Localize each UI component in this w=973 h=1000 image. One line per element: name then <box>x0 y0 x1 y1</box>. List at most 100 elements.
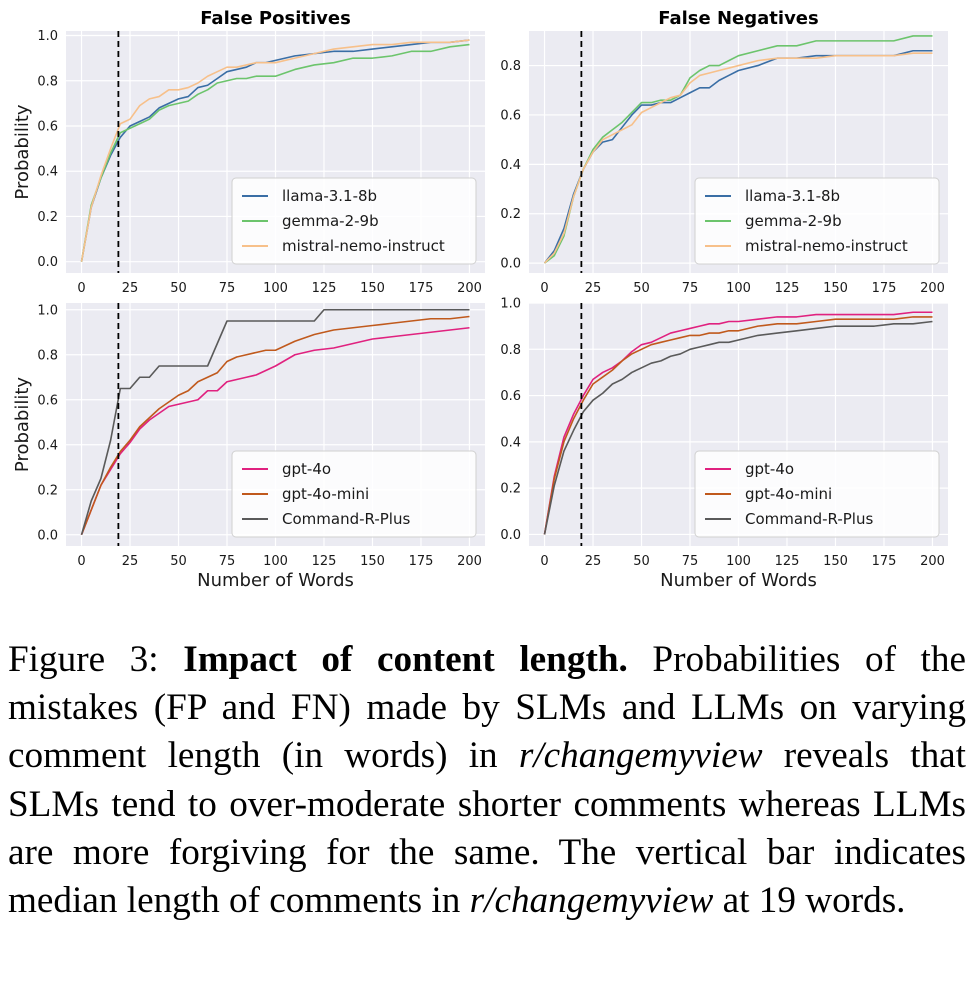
y-tick-label: 0.8 <box>500 343 521 358</box>
x-tick-label: 0 <box>77 554 85 569</box>
y-tick-label: 0.4 <box>500 158 521 173</box>
legend-entry: gemma-2-9b <box>282 212 379 230</box>
x-tick-label: 50 <box>633 281 650 296</box>
legend-entry: gpt-4o <box>282 460 331 478</box>
x-tick-label: 100 <box>726 554 751 569</box>
legend-entry: mistral-nemo-instruct <box>282 237 445 255</box>
series-line-2 <box>80 315 470 536</box>
x-tick-label: 200 <box>457 554 482 569</box>
x-tick-label: 200 <box>920 554 945 569</box>
series-line-3 <box>543 52 933 264</box>
x-tick-label: 50 <box>170 281 187 296</box>
series-line-3 <box>543 320 933 535</box>
legend-box <box>231 450 477 538</box>
x-tick-label: 125 <box>775 554 800 569</box>
series-line-1 <box>80 39 470 262</box>
x-tick-label: 0 <box>540 554 548 569</box>
caption-italic-1: r/changemyview <box>518 735 763 777</box>
x-tick-label: 100 <box>263 281 288 296</box>
y-tick-label: 0.2 <box>37 483 58 498</box>
y-tick-label: 0.6 <box>500 108 521 123</box>
y-tick-label: 0.6 <box>500 389 521 404</box>
y-tick-label: 0.0 <box>37 255 58 270</box>
x-tick-label: 175 <box>872 554 897 569</box>
legend-box <box>231 177 477 265</box>
y-tick-label: 1.0 <box>37 29 58 44</box>
x-tick-label: 150 <box>823 554 848 569</box>
series-line-3 <box>80 39 470 262</box>
x-tick-label: 150 <box>360 554 385 569</box>
x-tick-label: 175 <box>872 281 897 296</box>
legend: llama-3.1-8b gemma-2-9b mistral-nemo-instr… <box>694 177 940 265</box>
x-tick-label: 100 <box>263 554 288 569</box>
chart-grid: 0 25 50 75 100 125 150 175 200 0.0 0.2 0.4 0.6 0.8 1.0… <box>12 8 948 591</box>
y-tick-label: 0.0 <box>500 257 521 272</box>
legend-entry: gemma-2-9b <box>745 212 842 230</box>
y-tick-label: 0.4 <box>37 438 58 453</box>
y-tick-label: 0.8 <box>37 74 58 89</box>
y-axis-label: Probability <box>12 377 33 472</box>
x-tick-label: 25 <box>122 281 139 296</box>
x-tick-label: 0 <box>540 281 548 296</box>
caption-bold: Impact of content length. <box>183 639 628 680</box>
caption-text-2: reveals that SLMs tend to over-moderate … <box>8 735 967 922</box>
legend-entry: llama-3.1-8b <box>282 187 377 205</box>
x-tick-label: 75 <box>682 281 699 296</box>
x-tick-label: 200 <box>457 281 482 296</box>
legend-entry: gpt-4o-mini <box>745 485 832 503</box>
series-line-2 <box>543 316 933 535</box>
x-axis-label: Number of Words <box>197 570 354 591</box>
legend: gpt-4o gpt-4o-mini Command-R-Plus <box>231 450 477 538</box>
panel-2: 0 25 50 75 100 125 150 175 200 0.0 0.2 0.4 0.6 0.8 lla… <box>500 8 948 296</box>
legend-entry: mistral-nemo-instruct <box>745 237 908 255</box>
x-tick-label: 0 <box>77 281 85 296</box>
caption-text-3: at 19 words. <box>722 880 906 922</box>
legend-entry: Command-R-Plus <box>745 510 873 528</box>
y-tick-label: 0.8 <box>500 59 521 74</box>
x-axis-label: Number of Words <box>660 570 817 591</box>
figure: 0 25 50 75 100 125 150 175 200 0.0 0.2 0.4 0.6 0.8 1.0… <box>12 8 948 591</box>
y-tick-label: 0.6 <box>37 119 58 134</box>
legend-box <box>694 177 940 265</box>
x-tick-label: 75 <box>219 281 236 296</box>
x-tick-label: 75 <box>682 554 699 569</box>
y-tick-label: 1.0 <box>37 303 58 318</box>
legend-entry: Command-R-Plus <box>282 510 410 528</box>
y-tick-label: 0.0 <box>37 528 58 543</box>
y-tick-label: 0.2 <box>500 482 521 497</box>
series-line-1 <box>543 311 933 535</box>
panel-1: 0 25 50 75 100 125 150 175 200 0.0 0.2 0.4 0.6 0.8 1.0… <box>12 8 485 296</box>
x-tick-label: 25 <box>585 554 602 569</box>
figure-caption: Figure 3: Impact of content length. Prob… <box>8 636 966 925</box>
x-tick-label: 125 <box>775 281 800 296</box>
x-tick-label: 125 <box>312 281 337 296</box>
x-tick-label: 200 <box>920 281 945 296</box>
legend: gpt-4o gpt-4o-mini Command-R-Plus <box>694 450 940 538</box>
x-tick-label: 175 <box>409 554 434 569</box>
x-tick-label: 150 <box>823 281 848 296</box>
series-line-3 <box>80 308 470 535</box>
x-tick-label: 50 <box>170 554 187 569</box>
y-tick-label: 0.2 <box>500 207 521 222</box>
y-tick-label: 0.8 <box>37 348 58 363</box>
legend-box <box>694 450 940 538</box>
caption-label: Figure 3: <box>8 639 159 680</box>
y-tick-label: 0.4 <box>37 165 58 180</box>
y-axis-label: Probability <box>12 104 33 199</box>
x-tick-label: 175 <box>409 281 434 296</box>
series-line-2 <box>80 43 470 262</box>
x-tick-label: 100 <box>726 281 751 296</box>
y-tick-label: 0.4 <box>500 435 521 450</box>
x-tick-label: 125 <box>312 554 337 569</box>
caption-text-1: Probabilities of the mistakes (FP and FN… <box>8 639 966 777</box>
caption-italic-2: r/changemyview <box>469 880 714 922</box>
panel-3: 0 25 50 75 100 125 150 175 200 0.0 0.2 0.4 0.6 0.8 1.0… <box>12 303 485 591</box>
x-tick-label: 25 <box>122 554 139 569</box>
series-line-2 <box>544 35 933 264</box>
legend-entry: llama-3.1-8b <box>745 187 840 205</box>
x-tick-label: 25 <box>585 281 602 296</box>
legend-entry: gpt-4o <box>745 460 794 478</box>
series-line-1 <box>80 326 470 536</box>
legend-entry: gpt-4o-mini <box>282 485 369 503</box>
panel-title: False Negatives <box>658 8 818 29</box>
